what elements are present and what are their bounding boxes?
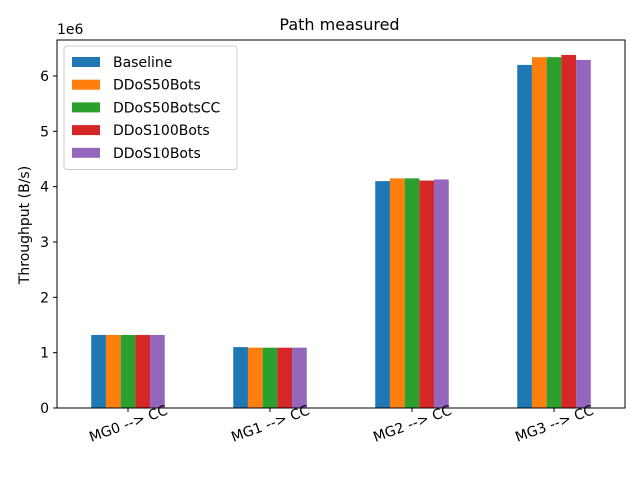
y-offset-label: 1e6 — [57, 22, 84, 38]
legend-label: DDoS10Bots — [113, 146, 201, 162]
bar — [262, 347, 278, 408]
bar — [531, 57, 547, 409]
bar — [233, 347, 248, 408]
y-tick-label: 0 — [40, 401, 49, 417]
chart-title: Path measured — [279, 15, 399, 34]
plot-frame — [56, 39, 626, 409]
bar — [105, 334, 121, 408]
y-tick-label: 4 — [40, 180, 49, 196]
legend-label: DDoS50BotsCC — [113, 100, 221, 116]
legend-label: DDoS50Bots — [113, 78, 201, 94]
bar — [277, 347, 293, 408]
y-axis: 0 1 2 3 4 5 6 — [40, 69, 57, 417]
legend-swatch — [72, 125, 100, 136]
legend-swatch — [72, 102, 100, 113]
legend: Baseline DDoS50Bots DDoS50BotsCC DDoS100Bot… — [63, 45, 238, 170]
legend-box — [63, 45, 238, 170]
bar — [517, 64, 532, 408]
y-tick-label: 3 — [40, 235, 49, 251]
bar — [389, 178, 405, 408]
y-tick-label: 2 — [40, 290, 49, 306]
y-tick-label: 6 — [40, 69, 49, 85]
legend-swatch — [72, 147, 100, 158]
legend-label: DDoS100Bots — [113, 123, 210, 139]
bar — [546, 57, 562, 409]
y-axis-title: Throughput (B/s) — [17, 166, 33, 285]
bar — [419, 180, 435, 408]
bars-group — [91, 54, 591, 409]
legend-label: Baseline — [113, 55, 172, 71]
bar — [292, 347, 307, 408]
bar — [434, 179, 449, 408]
bar — [247, 347, 263, 408]
bar — [561, 54, 577, 409]
bar — [404, 178, 420, 408]
y-tick-label: 5 — [40, 124, 49, 140]
bar — [375, 181, 390, 408]
legend-swatch — [72, 79, 100, 90]
bar — [120, 334, 136, 408]
bar — [91, 334, 106, 408]
bar — [576, 59, 591, 408]
bar — [135, 334, 151, 408]
bar — [150, 334, 165, 408]
y-tick-label: 1 — [40, 346, 49, 362]
legend-swatch — [72, 57, 100, 67]
